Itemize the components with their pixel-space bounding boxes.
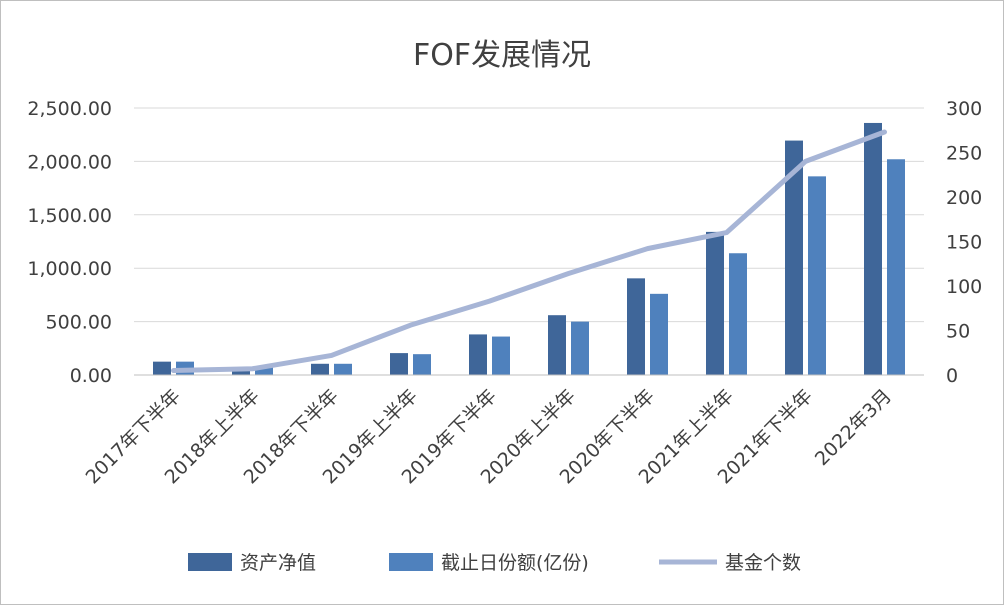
bar-net-asset <box>548 315 566 375</box>
x-axis: 2017年下半年2018年上半年2018年下半年2019年上半年2019年下半年… <box>82 374 924 488</box>
bar-shares <box>413 354 431 375</box>
legend-label: 资产净值 <box>240 552 316 574</box>
legend: 资产净值 截止日份额(亿份) 基金个数 <box>188 552 801 574</box>
bar-shares <box>887 159 905 375</box>
legend-label: 截止日份额(亿份) <box>441 552 589 574</box>
bar-shares <box>729 253 747 375</box>
bar-shares <box>255 367 273 375</box>
y-left-tick-label: 0.00 <box>70 365 112 387</box>
legend-label: 基金个数 <box>725 552 801 574</box>
y-right-tick-label: 250 <box>946 143 982 165</box>
legend-swatch <box>389 553 433 571</box>
bar-shares <box>650 293 668 375</box>
y-right-tick-label: 300 <box>946 98 982 120</box>
y-left-tick-label: 1,000.00 <box>27 258 112 280</box>
y-right-tick-label: 50 <box>946 321 970 343</box>
bar-shares <box>334 363 352 375</box>
y-right-tick-label: 200 <box>946 187 982 209</box>
legend-swatch <box>188 553 232 571</box>
bar-net-asset <box>785 140 803 375</box>
y-left-tick-label: 2,000.00 <box>27 151 112 173</box>
line-fund-count <box>171 129 887 374</box>
y-axis-left: 0.00 500.00 1,000.00 1,500.00 2,000.00 2,500.… <box>27 98 112 387</box>
line-series <box>171 129 887 374</box>
y-left-tick-label: 1,500.00 <box>27 205 112 227</box>
y-left-tick-label: 2,500.00 <box>27 98 112 120</box>
bar-net-asset <box>390 353 408 375</box>
y-right-tick-label: 150 <box>946 232 982 254</box>
y-left-tick-label: 500.00 <box>46 312 112 334</box>
bar-shares <box>808 176 826 375</box>
x-tick-label: 2022年3月 <box>811 385 896 470</box>
bar-shares <box>492 336 510 375</box>
bar-net-asset <box>469 334 487 375</box>
chart-title: FOF发展情况 <box>413 38 591 73</box>
bar-net-asset <box>153 361 171 375</box>
bar-net-asset <box>706 231 724 375</box>
y-right-tick-label: 100 <box>946 276 982 298</box>
y-right-tick-label: 0 <box>946 365 958 387</box>
y-axis-right: 0 50 100 150 200 250 300 <box>946 98 982 387</box>
bar-shares <box>571 321 589 375</box>
bars <box>153 122 905 376</box>
bar-net-asset <box>627 278 645 375</box>
bar-net-asset <box>864 122 882 376</box>
bar-net-asset <box>311 363 329 375</box>
